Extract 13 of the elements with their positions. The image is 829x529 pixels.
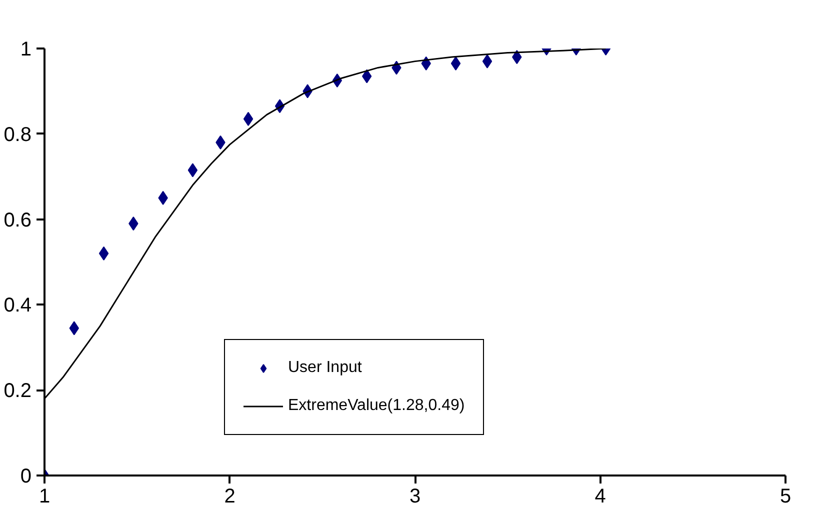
x-tick-label: 1 <box>38 486 50 508</box>
legend-label: ExtremeValue(1.28,0.49) <box>288 397 465 415</box>
x-tick-label: 2 <box>224 486 236 508</box>
y-tick-label: 0 <box>20 466 32 488</box>
y-tick-label: 0.4 <box>4 294 32 317</box>
x-tick-label: 3 <box>409 486 421 508</box>
y-tick-label: 0.8 <box>4 124 32 146</box>
legend-label: User Input <box>288 359 362 377</box>
y-tick-label: 0.6 <box>4 209 32 232</box>
x-tick-label: 5 <box>780 486 792 508</box>
y-tick-label: 1 <box>20 38 32 60</box>
x-tick-label: 4 <box>594 486 606 508</box>
y-tick-label: 0.2 <box>4 380 32 402</box>
